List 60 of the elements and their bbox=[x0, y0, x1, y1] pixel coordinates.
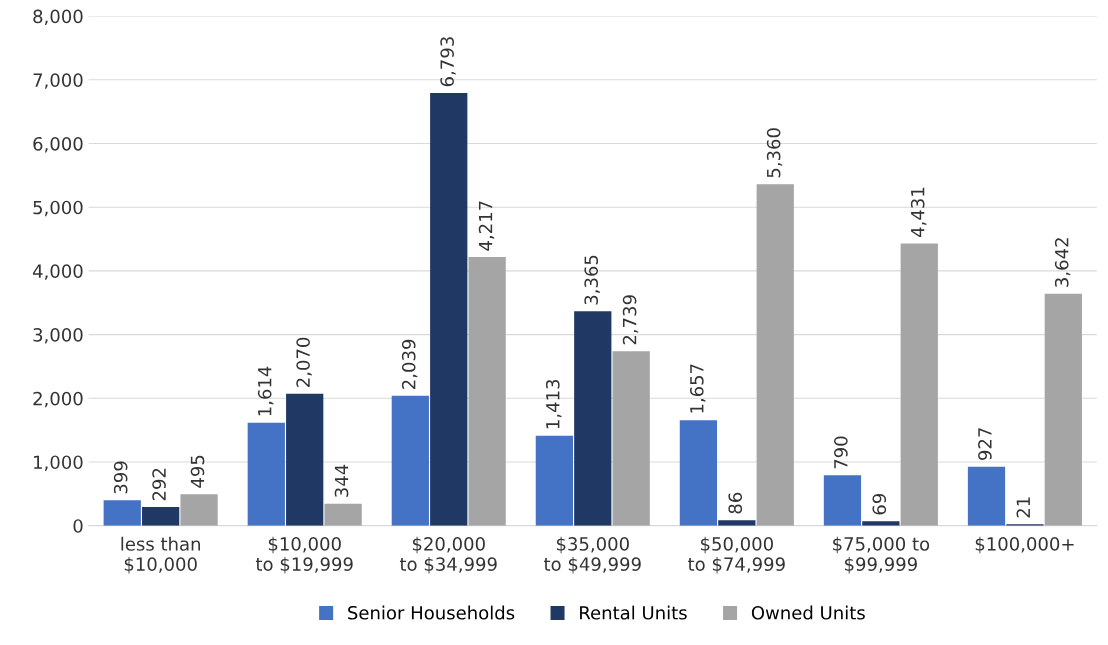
bar bbox=[718, 520, 756, 526]
data-label: 399 bbox=[113, 461, 128, 494]
x-tick-label: $50,000 to $74,999 bbox=[688, 536, 785, 574]
x-tick-label: less than $10,000 bbox=[121, 536, 200, 574]
data-label: 4,217 bbox=[478, 201, 495, 251]
bar bbox=[823, 475, 862, 526]
data-label: 3,642 bbox=[1054, 238, 1071, 287]
x-tick-label: $75,000 to $99,999 bbox=[833, 536, 930, 574]
data-label: 2,070 bbox=[296, 337, 312, 387]
bar bbox=[862, 521, 900, 526]
bar bbox=[180, 494, 218, 526]
data-label: 1,413 bbox=[545, 379, 562, 429]
x-tick-label: $10,000 to $19,999 bbox=[255, 536, 353, 574]
y-tick-label: 4,000 bbox=[32, 264, 83, 280]
y-tick-label: 0 bbox=[73, 519, 83, 533]
bar bbox=[900, 243, 938, 526]
data-label: 6,793 bbox=[440, 37, 456, 87]
data-label: 4,431 bbox=[910, 187, 927, 238]
bar bbox=[324, 503, 362, 526]
data-label: 1,657 bbox=[689, 364, 706, 413]
y-tick-label: 5,000 bbox=[33, 200, 83, 217]
data-label: 790 bbox=[834, 436, 848, 469]
data-label: 927 bbox=[978, 428, 992, 460]
bar bbox=[430, 93, 468, 526]
x-tick-label: $100,000+ bbox=[975, 536, 1074, 554]
y-tick-label: 8,000 bbox=[33, 9, 83, 26]
bar bbox=[468, 257, 506, 526]
y-tick-label: 7,000 bbox=[33, 73, 83, 89]
data-label: 2,039 bbox=[401, 339, 418, 389]
y-tick-label: 2,000 bbox=[33, 391, 83, 408]
bar bbox=[391, 395, 429, 526]
bar bbox=[142, 507, 180, 526]
bar bbox=[1044, 293, 1082, 526]
data-label: 495 bbox=[190, 455, 205, 488]
x-tick-label: $20,000 to $34,999 bbox=[399, 536, 497, 574]
legend-label: Rental Units bbox=[580, 605, 687, 620]
bar bbox=[612, 351, 650, 526]
y-tick-label: 3,000 bbox=[33, 328, 83, 344]
data-label: 2,739 bbox=[622, 295, 639, 345]
bar bbox=[967, 466, 1006, 526]
y-tick-label: 6,000 bbox=[33, 136, 83, 153]
data-label: 292 bbox=[152, 468, 166, 501]
bar bbox=[247, 422, 285, 526]
bar bbox=[286, 393, 324, 526]
data-label: 344 bbox=[334, 464, 349, 497]
x-tick-label: $35,000 to $49,999 bbox=[544, 536, 641, 574]
bar bbox=[535, 435, 573, 526]
bar bbox=[103, 500, 141, 526]
legend-label: Owned Units bbox=[751, 605, 865, 620]
data-label: 5,360 bbox=[766, 128, 783, 178]
data-label: 3,365 bbox=[584, 255, 600, 305]
data-label: 69 bbox=[872, 494, 887, 515]
bar bbox=[756, 184, 794, 526]
y-tick-label: 1,000 bbox=[34, 455, 83, 471]
legend-label: Senior Households bbox=[348, 605, 515, 620]
bar bbox=[679, 420, 718, 526]
data-label: 21 bbox=[1016, 497, 1030, 518]
data-label: 1,614 bbox=[257, 366, 274, 416]
data-label: 86 bbox=[728, 492, 743, 514]
bar bbox=[574, 311, 612, 526]
